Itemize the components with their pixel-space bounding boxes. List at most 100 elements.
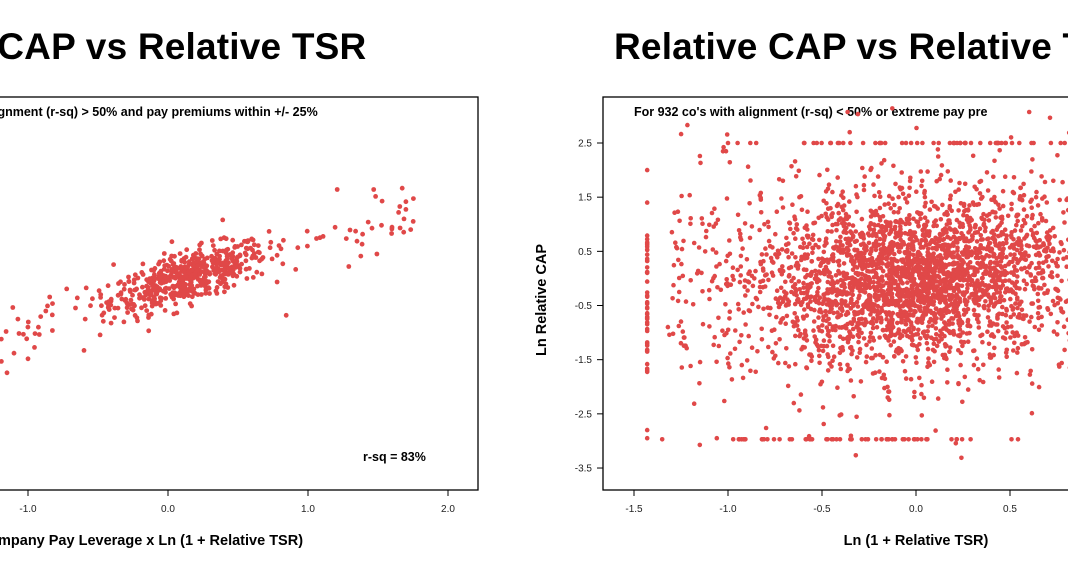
scatter-point (199, 240, 204, 246)
scatter-point (199, 269, 205, 275)
scatter-point (1000, 279, 1005, 284)
scatter-point (789, 289, 794, 295)
scatter-point (844, 225, 849, 231)
scatter-point (1026, 243, 1032, 249)
scatter-point (1051, 329, 1057, 334)
scatter-point (847, 366, 852, 372)
scatter-point (802, 254, 808, 260)
scatter-point (667, 332, 672, 338)
scatter-point (921, 245, 926, 250)
scatter-point (691, 240, 697, 246)
scatter-point (973, 223, 978, 228)
scatter-point (250, 275, 256, 280)
scatter-point (836, 258, 842, 264)
scatter-point (829, 306, 834, 312)
scatter-point (819, 379, 825, 385)
scatter-point (122, 282, 127, 287)
scatter-point (1039, 218, 1045, 223)
scatter-point (723, 148, 729, 154)
scatter-point (837, 239, 843, 244)
scatter-point (900, 220, 905, 225)
scatter-point (938, 310, 943, 316)
scatter-point (941, 277, 946, 283)
scatter-point (921, 395, 927, 401)
scatter-point (243, 258, 249, 264)
scatter-point (1020, 223, 1025, 229)
scatter-point (945, 169, 951, 174)
scatter-point (251, 242, 257, 248)
scatter-point (146, 315, 151, 320)
scatter-point (173, 301, 179, 307)
scatter-point (871, 222, 877, 227)
scatter-point (1037, 253, 1042, 258)
scatter-point (644, 244, 650, 250)
scatter-point (249, 236, 255, 242)
scatter-point (897, 206, 902, 211)
scatter-point (929, 199, 934, 205)
scatter-point (899, 257, 904, 263)
scatter-point (81, 348, 87, 353)
scatter-point (934, 332, 939, 337)
scatter-point (981, 303, 987, 309)
scatter-point (1038, 244, 1043, 249)
scatter-point (1000, 188, 1006, 194)
scatter-point (799, 290, 804, 296)
scatter-point (991, 352, 996, 358)
scatter-point (967, 273, 972, 279)
scatter-point (803, 437, 808, 442)
scatter-point (817, 328, 822, 333)
scatter-point (314, 236, 319, 241)
scatter-point (809, 281, 814, 286)
scatter-point (1002, 263, 1008, 269)
scatter-point (1018, 185, 1023, 191)
scatter-point (924, 293, 930, 299)
scatter-point (798, 392, 804, 397)
scatter-point (1008, 135, 1014, 140)
scatter-point (920, 233, 926, 238)
scatter-point (882, 333, 888, 339)
scatter-point (864, 282, 869, 287)
scatter-point (811, 319, 817, 324)
scatter-point (126, 274, 131, 280)
scatter-point (281, 237, 286, 243)
scatter-point (397, 225, 403, 231)
scatter-point (825, 167, 830, 173)
scatter-point (131, 277, 137, 283)
scatter-point (933, 306, 939, 312)
scatter-point (937, 300, 943, 305)
scatter-point (945, 245, 950, 250)
scatter-point (780, 264, 785, 269)
scatter-point (824, 325, 830, 330)
scatter-point (941, 236, 947, 242)
scatter-point (891, 243, 896, 249)
scatter-point (927, 362, 933, 368)
scatter-point (976, 201, 982, 207)
scatter-point (226, 266, 232, 272)
scatter-point (910, 296, 916, 301)
scatter-point (1021, 181, 1026, 187)
scatter-point (908, 140, 914, 146)
y-tick-label: -1.5 (575, 355, 593, 366)
scatter-point (774, 209, 780, 214)
scatter-point (738, 273, 743, 278)
scatter-point (986, 218, 992, 223)
scatter-point (963, 290, 968, 296)
scatter-point (899, 319, 904, 325)
scatter-point (1000, 251, 1005, 256)
scatter-point (877, 310, 883, 316)
scatter-point (1058, 140, 1063, 146)
scatter-point (353, 228, 358, 234)
scatter-point (826, 302, 831, 307)
scatter-point (128, 297, 134, 303)
scatter-point (1036, 260, 1042, 266)
scatter-point (1064, 264, 1068, 269)
scatter-point (955, 245, 960, 250)
scatter-point (921, 223, 927, 228)
scatter-point (901, 240, 906, 246)
scatter-point (848, 433, 854, 439)
scatter-point (1011, 237, 1016, 242)
scatter-point (1036, 220, 1041, 226)
scatter-point (821, 421, 826, 427)
scatter-point (861, 236, 866, 241)
scatter-point (862, 244, 868, 249)
